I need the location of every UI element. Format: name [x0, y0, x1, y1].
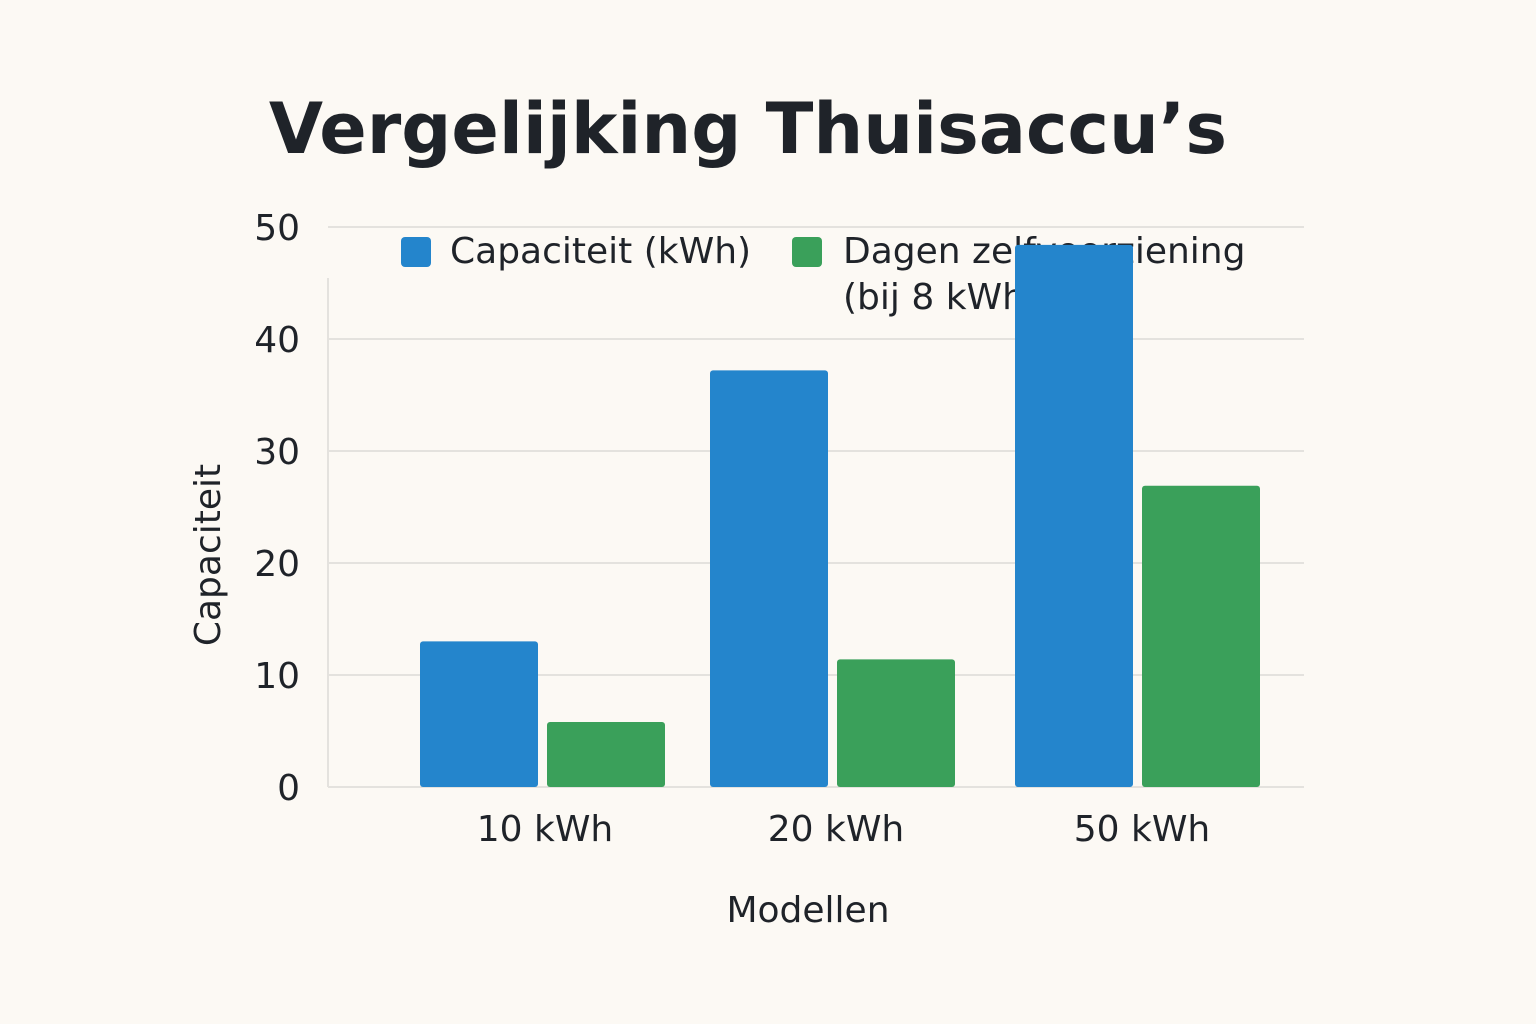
- y-tick-label: 10: [254, 656, 300, 697]
- x-tick-label: 50 kWh: [1074, 809, 1211, 850]
- legend-swatch-days: [792, 237, 822, 267]
- legend-label-capacity: Capaciteit (kWh): [450, 231, 752, 272]
- bar-capacity-1: [710, 370, 828, 787]
- chart-title: Vergelijking Thuisaccu’s: [268, 88, 1228, 170]
- y-axis-label: Capaciteit: [188, 464, 229, 646]
- y-tick-label: 30: [254, 432, 300, 473]
- bar-days-0: [547, 722, 665, 787]
- x-tick-label: 20 kWh: [768, 809, 905, 850]
- y-tick-label: 50: [254, 208, 300, 249]
- bar-days-2: [1142, 485, 1260, 787]
- bar-days-1: [837, 659, 955, 787]
- legend-swatch-capacity: [401, 237, 431, 267]
- bar-capacity-0: [420, 641, 538, 787]
- bars: [420, 244, 1260, 788]
- bar-capacity-2: [1015, 244, 1133, 788]
- x-tick-label: 10 kWh: [477, 809, 614, 850]
- y-tick-label: 20: [254, 544, 300, 585]
- y-tick-label: 40: [254, 320, 300, 361]
- y-tick-labels: 0 10 20 30 40 50: [254, 208, 300, 809]
- x-axis-label: Modellen: [726, 890, 889, 931]
- y-tick-label: 0: [277, 768, 300, 809]
- x-tick-labels: 10 kWh 20 kWh 50 kWh: [477, 809, 1211, 850]
